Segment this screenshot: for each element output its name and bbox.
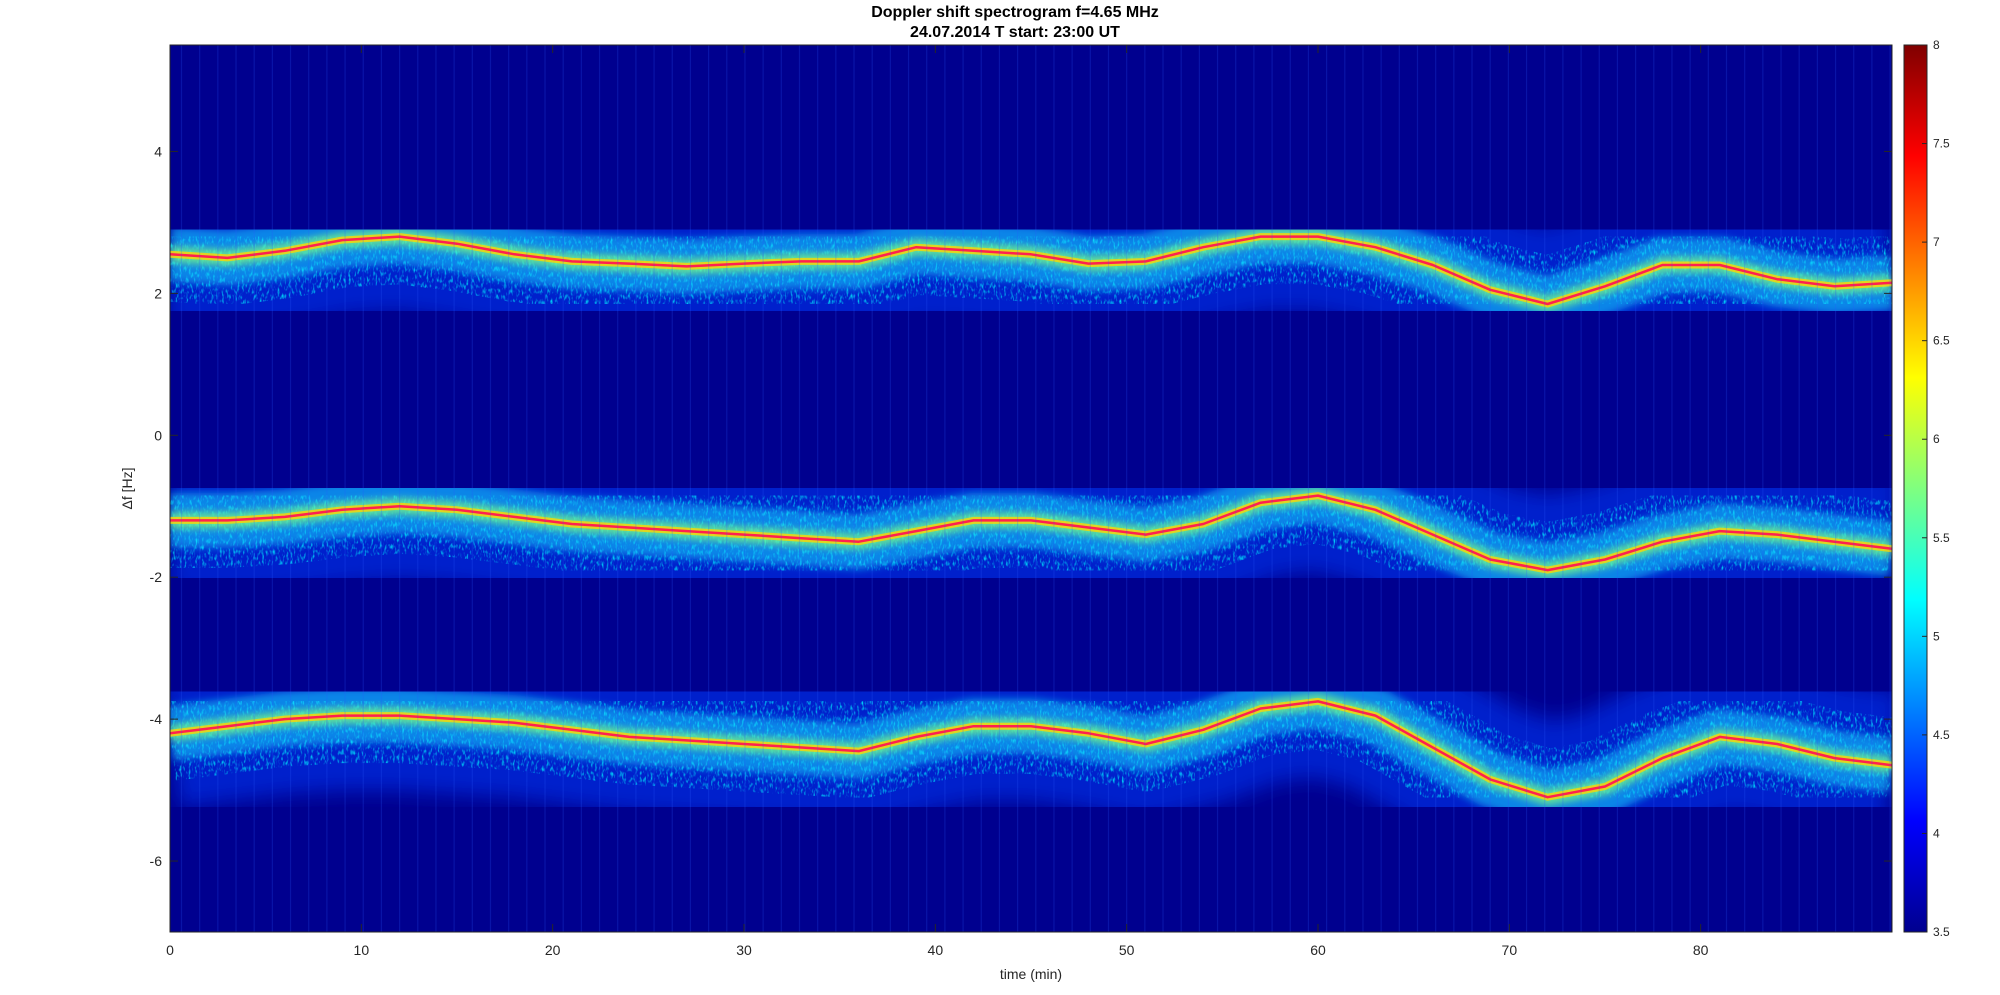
- y-tick-label: 4: [154, 143, 162, 159]
- colorbar-tick-label: 4.5: [1933, 728, 1950, 742]
- colorbar: 3.5 4 4.5 5 5.5 6 6.5 7 7.5 8: [1903, 38, 1950, 939]
- colorbar-tick-label: 8: [1933, 38, 1940, 52]
- y-tick-label: -6: [150, 853, 163, 869]
- vertical-streaks: [180, 45, 1891, 932]
- y-tick-label: 2: [154, 285, 162, 301]
- plot-area: [170, 45, 1892, 932]
- doppler-band-1: [170, 161, 1892, 379]
- x-tick-label: 40: [928, 942, 944, 958]
- x-tick-label: 20: [545, 942, 561, 958]
- colorbar-gradient: [1903, 44, 1928, 933]
- colorbar-tick-label: 4: [1933, 826, 1940, 840]
- chart-title: Doppler shift spectrogram f=4.65 MHz: [871, 4, 1159, 21]
- colorbar-tick-label: 3.5: [1933, 925, 1950, 939]
- band-tracking-line-3: [170, 700, 1892, 799]
- colorbar-tick-label: 5.5: [1933, 531, 1950, 545]
- x-axis-label: time (min): [1000, 966, 1062, 982]
- x-tick-label: 80: [1693, 942, 1709, 958]
- y-tick-label: 0: [154, 427, 162, 443]
- band-tracking-line-2: [170, 494, 1892, 572]
- x-tick-label: 30: [736, 942, 752, 958]
- x-tick-label: 70: [1502, 942, 1518, 958]
- colorbar-tick-label: 6.5: [1933, 334, 1950, 348]
- y-tick-label: -4: [150, 711, 163, 727]
- x-tick-label: 60: [1310, 942, 1326, 958]
- band-tracking-line-1: [170, 235, 1892, 306]
- doppler-band-2: [170, 420, 1892, 646]
- y-axis-label: Δf [Hz]: [119, 467, 135, 509]
- axes-box: [169, 44, 1893, 933]
- x-tick-label: 10: [354, 942, 370, 958]
- x-tick-label: 0: [166, 942, 174, 958]
- x-tick-label: 50: [1119, 942, 1135, 958]
- axes: 0 10 20 30 40 50 60 70 80 -6 -4 -2 0 2 4: [150, 44, 1893, 958]
- y-tick-label: -2: [150, 569, 163, 585]
- colorbar-tick-label: 7.5: [1933, 137, 1950, 151]
- colorbar-tick-label: 7: [1933, 235, 1940, 249]
- colorbar-tick-label: 5: [1933, 629, 1940, 643]
- chart-subtitle: 24.07.2014 T start: 23:00 UT: [910, 24, 1120, 41]
- colorbar-tick-label: 6: [1933, 432, 1940, 446]
- doppler-band-3: [170, 626, 1892, 873]
